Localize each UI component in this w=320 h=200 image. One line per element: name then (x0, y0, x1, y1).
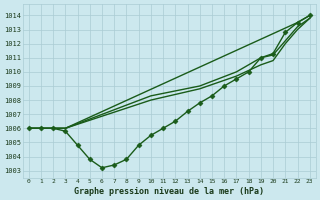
X-axis label: Graphe pression niveau de la mer (hPa): Graphe pression niveau de la mer (hPa) (74, 187, 264, 196)
